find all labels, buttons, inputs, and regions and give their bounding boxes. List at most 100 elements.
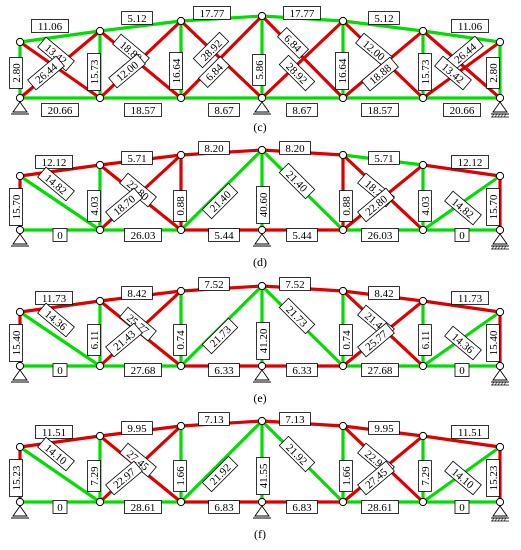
member-force-label: 5.12 bbox=[368, 11, 400, 25]
member-force-label: 16.64 bbox=[169, 52, 183, 90]
member-force-label: 6.83 bbox=[286, 500, 318, 514]
truss-joint bbox=[495, 225, 505, 235]
support-pin-left bbox=[11, 233, 29, 247]
support-pin-left bbox=[11, 369, 29, 383]
truss-joint bbox=[495, 171, 505, 181]
member-force-label: 12.12 bbox=[35, 155, 73, 169]
member-force-label: 15.40 bbox=[486, 324, 500, 362]
member-force-label: 21.73 bbox=[278, 297, 316, 335]
member-force-label: 21.92 bbox=[278, 435, 316, 473]
member-force-label: 27.68 bbox=[124, 363, 162, 377]
member-force-label: 0 bbox=[454, 500, 470, 514]
member-force-value: 17.77 bbox=[290, 8, 315, 20]
joints bbox=[15, 11, 505, 103]
truss-joint bbox=[176, 93, 186, 103]
member-force-value: 40.60 bbox=[258, 192, 270, 217]
truss-member bbox=[421, 299, 502, 314]
member-force-value: 0 bbox=[57, 365, 63, 377]
member-force-value: 41.20 bbox=[258, 328, 270, 353]
member-force-value: 7.52 bbox=[204, 279, 223, 291]
support-roller-right bbox=[491, 233, 509, 250]
truss-panel-d: 12.12 5.71 8.20 8.20 5.71 12.12 0 26.03 5.44 5.44… bbox=[9, 141, 509, 269]
member-force-value: 7.52 bbox=[285, 279, 304, 291]
member-force-value: 7.29 bbox=[89, 466, 101, 486]
member-force-value: 5.71 bbox=[374, 153, 393, 165]
member-force-value: 27.68 bbox=[368, 365, 393, 377]
member-force-label: 0 bbox=[52, 363, 68, 377]
truss-joint bbox=[15, 442, 25, 452]
truss-joint bbox=[15, 171, 25, 181]
support-pin-center bbox=[253, 505, 271, 519]
member-force-label: 7.13 bbox=[279, 412, 311, 426]
member-force-value: 26.03 bbox=[131, 230, 156, 242]
member-force-value: 17.77 bbox=[200, 8, 225, 20]
truss-joint bbox=[95, 26, 105, 36]
member-force-label: 11.51 bbox=[35, 425, 73, 439]
member-force-label: 21.73 bbox=[201, 317, 239, 355]
truss-joint bbox=[495, 442, 505, 452]
truss-member bbox=[18, 445, 102, 504]
truss-joint bbox=[176, 361, 186, 371]
member-force-value: 8.20 bbox=[285, 143, 305, 155]
member-force-value: 15.73 bbox=[420, 59, 432, 84]
truss-member bbox=[260, 14, 345, 100]
truss-joint bbox=[15, 361, 25, 371]
member-force-value: 0.88 bbox=[341, 196, 353, 216]
truss-joint bbox=[95, 361, 105, 371]
member-force-label: 11.51 bbox=[451, 425, 489, 439]
member-force-label: 5.44 bbox=[208, 228, 240, 242]
truss-member bbox=[179, 419, 264, 504]
force-labels: 11.06 5.12 17.77 17.77 5.12 11.06 20.66 18.57 8.… bbox=[9, 6, 500, 117]
member-force-value: 1.66 bbox=[341, 466, 353, 486]
truss-joint bbox=[338, 225, 348, 235]
truss-joint bbox=[95, 431, 105, 441]
member-force-label: 15.70 bbox=[9, 188, 23, 226]
member-force-label: 4.03 bbox=[87, 190, 101, 222]
member-force-value: 11.73 bbox=[458, 293, 483, 305]
member-force-label: 7.13 bbox=[198, 412, 230, 426]
member-force-value: 8.67 bbox=[214, 105, 234, 117]
member-force-value: 12.12 bbox=[458, 157, 483, 169]
panel-caption: (d) bbox=[253, 255, 267, 269]
member-force-label: 0.74 bbox=[339, 324, 353, 356]
member-force-label: 0 bbox=[454, 228, 470, 242]
member-force-label: 8.42 bbox=[368, 286, 400, 300]
truss-joint bbox=[257, 281, 267, 291]
panel-caption: (e) bbox=[253, 391, 266, 405]
member-force-label: 8.20 bbox=[279, 141, 311, 155]
member-force-label: 7.52 bbox=[279, 277, 311, 291]
truss-joint bbox=[338, 286, 348, 296]
member-force-label: 0 bbox=[454, 363, 470, 377]
member-force-label: 6.11 bbox=[87, 324, 101, 356]
member-force-label: 5.44 bbox=[286, 228, 318, 242]
member-force-label: 14.36 bbox=[444, 325, 482, 361]
truss-joint bbox=[95, 296, 105, 306]
member-force-label: 0.74 bbox=[173, 324, 187, 356]
member-force-label: 15.70 bbox=[486, 188, 500, 226]
member-force-label: 0 bbox=[52, 500, 68, 514]
truss-joint bbox=[338, 150, 348, 160]
member-force-label: 6.11 bbox=[418, 324, 432, 356]
member-force-label: 18.70 bbox=[105, 187, 143, 223]
support-pin-left bbox=[11, 505, 29, 519]
member-force-value: 20.66 bbox=[450, 105, 475, 117]
member-force-value: 20.66 bbox=[48, 105, 73, 117]
member-force-label: 8.20 bbox=[198, 141, 230, 155]
member-force-label: 2.80 bbox=[486, 57, 500, 89]
member-force-label: 28.92 bbox=[278, 54, 316, 92]
truss-member bbox=[18, 163, 102, 178]
member-force-label: 41.20 bbox=[256, 322, 270, 360]
member-force-value: 0.88 bbox=[175, 196, 187, 216]
support-roller-right bbox=[491, 101, 509, 118]
member-force-label: 5.71 bbox=[121, 151, 153, 165]
truss-joint bbox=[418, 431, 428, 441]
truss-joint bbox=[257, 93, 267, 103]
member-force-value: 6.83 bbox=[214, 502, 234, 514]
truss-joint bbox=[418, 160, 428, 170]
member-force-value: 1.66 bbox=[175, 466, 187, 486]
truss-member bbox=[98, 19, 183, 33]
member-force-value: 26.03 bbox=[368, 230, 393, 242]
member-force-label: 17.77 bbox=[193, 6, 231, 20]
member-force-label: 14.82 bbox=[444, 190, 482, 226]
member-force-value: 15.70 bbox=[11, 194, 23, 219]
